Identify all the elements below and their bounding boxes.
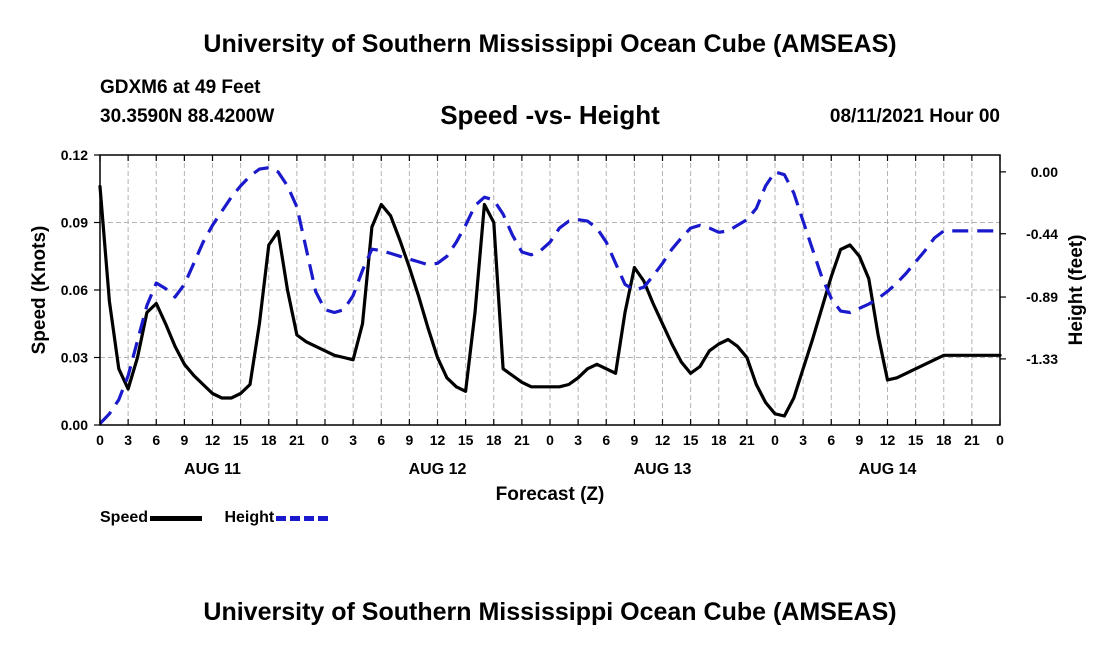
x-tick-label: 6: [152, 432, 160, 448]
x-tick-label: 9: [180, 432, 188, 448]
x-axis-label: Forecast (Z): [496, 484, 605, 505]
height-series-line: [98, 166, 1000, 425]
x-tick-label: 0: [96, 432, 104, 448]
x-tick-label: 12: [205, 432, 221, 448]
x-tick-label: 12: [430, 432, 446, 448]
x-tick-label: 21: [964, 432, 980, 448]
x-tick-label: 18: [936, 432, 952, 448]
speed-series-line: [98, 184, 1002, 418]
x-tick-label: 21: [289, 432, 305, 448]
y-tick-label-right: 0.00: [1031, 164, 1058, 180]
x-tick-label: 3: [799, 432, 807, 448]
x-tick-label: 0: [771, 432, 779, 448]
y-tick-label: 0.06: [61, 282, 88, 298]
y-tick-label-right: -1.33: [1026, 351, 1058, 367]
coordinates-label: 30.3590N 88.4200W: [100, 106, 275, 127]
x-tick-label: 21: [514, 432, 530, 448]
y-tick-label: 0.00: [61, 417, 88, 433]
x-tick-label: 6: [827, 432, 835, 448]
x-tick-label: 9: [630, 432, 638, 448]
x-tick-label: 6: [377, 432, 385, 448]
y-tick-label-right: -0.44: [1026, 226, 1058, 242]
y-tick-label-right: -0.89: [1026, 289, 1058, 305]
day-label: AUG 12: [409, 461, 467, 478]
legend-height-label: Height: [224, 509, 275, 526]
chart-subtitle: Speed -vs- Height: [440, 100, 660, 130]
x-tick-label: 15: [908, 432, 924, 448]
x-tick-label: 18: [711, 432, 727, 448]
y-tick-label: 0.09: [61, 215, 88, 231]
main-title: University of Southern Mississippi Ocean…: [203, 30, 897, 58]
legend-speed: Speed: [100, 509, 203, 527]
y-tick-label: 0.12: [61, 147, 88, 163]
grid-layer: [100, 155, 1000, 425]
plot-frame: [99, 154, 1001, 426]
series-layer: [98, 166, 1002, 425]
x-tick-label: 0: [996, 432, 1004, 448]
y-axis-label: Speed (Knots): [29, 226, 50, 355]
x-tick-label: 3: [574, 432, 582, 448]
x-tick-label: 9: [405, 432, 413, 448]
x-tick-label: 0: [546, 432, 554, 448]
x-tick-label: 6: [602, 432, 610, 448]
x-tick-label: 9: [855, 432, 863, 448]
x-tick-label: 12: [655, 432, 671, 448]
x-tick-label: 18: [486, 432, 502, 448]
axes-layer: 0 3 6 9 12 15 18 21 0 3 6 9 12 15 18 21 0 3 6 9 12 15 18 21 0 3 6 9…: [61, 147, 1058, 478]
y-axis-label-right: Height (feet): [1066, 235, 1087, 346]
day-label: AUG 14: [859, 461, 917, 478]
footer-title: University of Southern Mississippi Ocean…: [203, 598, 897, 626]
forecast-datetime: 08/11/2021 Hour 00: [829, 106, 1000, 127]
day-label: AUG 13: [634, 461, 692, 478]
x-tick-label: 3: [349, 432, 357, 448]
day-label: AUG 11: [184, 461, 241, 478]
x-tick-label: 15: [233, 432, 249, 448]
legend-speed-label: Speed: [100, 509, 149, 526]
legend: Speed Height: [100, 509, 346, 527]
y-tick-label: 0.03: [61, 350, 88, 366]
legend-height: Height: [224, 509, 329, 527]
x-tick-label: 21: [739, 432, 755, 448]
x-tick-label: 15: [458, 432, 474, 448]
x-tick-label: 3: [124, 432, 132, 448]
x-tick-label: 12: [880, 432, 896, 448]
legend-speed-swatch: [150, 515, 203, 521]
x-tick-label: 15: [683, 432, 699, 448]
legend-height-swatch: [276, 515, 329, 521]
x-tick-label: 18: [261, 432, 277, 448]
chart-area: 0 3 6 9 12 15 18 21 0 3 6 9 12 15 18 21 0 3 6 9 12 15 18 21 0 3 6 9…: [29, 147, 1087, 505]
x-tick-label: 0: [321, 432, 329, 448]
station-label: GDXM6 at 49 Feet: [100, 77, 261, 98]
